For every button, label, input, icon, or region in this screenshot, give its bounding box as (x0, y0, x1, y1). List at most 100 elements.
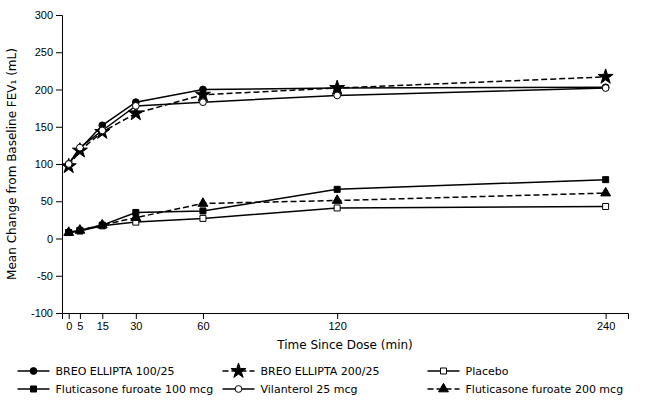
tick-label: 200 (35, 84, 53, 96)
legend: BREO ELLIPTA 100/25 BREO ELLIPTA 200/25 Pl… (18, 363, 624, 396)
y-axis-title: Mean Change from Baseline FEV₁ (mL) (5, 48, 19, 280)
point (602, 84, 609, 91)
tick: 120 (328, 313, 346, 332)
point (200, 208, 206, 214)
point (603, 177, 609, 183)
tick-mark (80, 313, 81, 319)
tick-mark (203, 313, 204, 319)
tick: 30 (130, 313, 142, 332)
y-axis: -100 -50 0 50 100 150 200 250 300 (31, 9, 63, 319)
legend-marker (30, 368, 37, 375)
legend-label: Placebo (466, 365, 509, 378)
tick: 250 (35, 46, 62, 58)
tick: 60 (197, 313, 209, 332)
tick-label: 240 (597, 320, 615, 332)
tick-mark (136, 313, 137, 319)
chart: 05153060120240-100-50050100150200250300T… (0, 0, 650, 408)
tick: 5 (77, 313, 83, 332)
legend-item: Fluticasone furoate 100 mcg (18, 383, 214, 396)
tick-label: 50 (41, 195, 53, 207)
point (603, 203, 609, 209)
point (64, 227, 74, 236)
tick: 15 (97, 313, 109, 332)
tick: 50 (41, 195, 62, 207)
legend-marker (231, 363, 246, 377)
tick: 300 (35, 9, 62, 21)
point (65, 161, 72, 168)
tick: 240 (597, 313, 615, 332)
point (334, 92, 341, 99)
point (332, 195, 342, 204)
plot-area: 05153060120240-100-50050100150200250300 (31, 9, 629, 332)
x-axis: 05 15 30 60 120 240 (63, 313, 629, 332)
legend-label: Vilanterol 25 mcg (261, 383, 358, 396)
tick-label: -50 (37, 270, 53, 282)
point (334, 205, 340, 211)
point (198, 198, 208, 207)
tick-mark (56, 239, 62, 240)
legend-item: BREO ELLIPTA 100/25 (18, 365, 175, 378)
series-group (62, 69, 613, 236)
tick-mark (56, 201, 62, 202)
tick: 0 (66, 313, 72, 332)
point (131, 212, 141, 221)
legend-marker (31, 386, 37, 392)
legend-item: BREO ELLIPTA 200/25 (223, 363, 380, 378)
point (602, 85, 609, 92)
point (62, 158, 76, 172)
series-line (69, 77, 606, 166)
legend-marker (235, 386, 242, 393)
tick-mark (56, 90, 62, 91)
tick-label: 0 (47, 233, 53, 245)
point (65, 161, 72, 168)
legend-marker (439, 383, 449, 392)
tick-label: 150 (35, 121, 53, 133)
point (334, 186, 340, 192)
tick: 100 (35, 158, 62, 170)
tick-mark (102, 313, 103, 319)
point (200, 99, 207, 106)
series-line (69, 87, 606, 164)
tick-label: 60 (197, 320, 209, 332)
axis-line (63, 314, 629, 320)
tick-label: 5 (77, 320, 83, 332)
tick-mark (56, 313, 62, 314)
tick: -50 (37, 270, 62, 282)
point (598, 69, 613, 83)
tick-mark (69, 313, 70, 319)
tick-label: 15 (97, 320, 109, 332)
tick-mark (56, 15, 62, 16)
point (132, 103, 139, 110)
series-line (69, 193, 606, 232)
point (200, 215, 206, 221)
point (77, 144, 84, 151)
tick: -100 (31, 307, 62, 319)
point (75, 225, 85, 234)
legend-item: Fluticasone furoate 200 mcg (428, 383, 624, 396)
legend-label: BREO ELLIPTA 200/25 (261, 365, 380, 378)
tick: 0 (47, 233, 62, 245)
tick: 150 (35, 121, 62, 133)
legend-item: Vilanterol 25 mcg (223, 383, 358, 396)
legend-label: Fluticasone furoate 100 mcg (56, 383, 214, 396)
legend-label: BREO ELLIPTA 100/25 (56, 365, 175, 378)
x-axis-title: Time Since Dose (min) (276, 338, 413, 352)
tick-label: 250 (35, 46, 53, 58)
tick-label: 30 (130, 320, 142, 332)
tick-mark (56, 52, 62, 53)
tick: 200 (35, 84, 62, 96)
tick-label: 300 (35, 9, 53, 21)
tick-label: 0 (66, 320, 72, 332)
tick-mark (56, 164, 62, 165)
tick-mark (56, 276, 62, 277)
axis-line (56, 16, 63, 314)
tick-label: -100 (31, 307, 53, 319)
tick-mark (337, 313, 338, 319)
series-line (69, 88, 606, 164)
tick-mark (606, 313, 607, 319)
point (97, 219, 107, 228)
tick-label: 120 (328, 320, 346, 332)
point (99, 127, 106, 134)
tick-mark (56, 127, 62, 128)
legend-item: Placebo (428, 365, 509, 378)
